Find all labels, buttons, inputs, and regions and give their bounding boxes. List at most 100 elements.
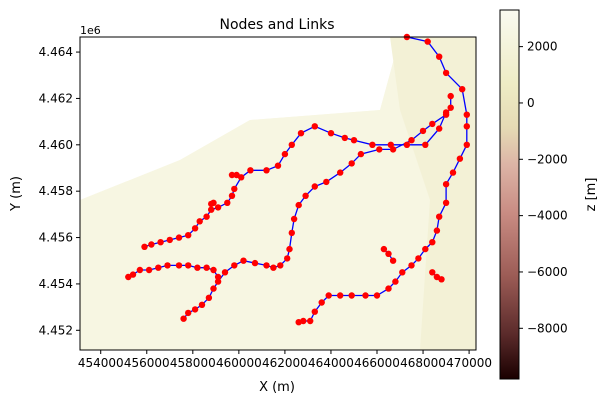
- node-point-0-8: [456, 155, 464, 162]
- node-point-0-12: [436, 213, 443, 220]
- y-tick-label: 4.452: [39, 323, 73, 337]
- y-tick-label: 4.454: [39, 277, 73, 291]
- node-point-1-3: [403, 141, 411, 148]
- node-point-1-2: [422, 141, 429, 148]
- node-point-1-17: [231, 185, 238, 193]
- node-point-1-6: [350, 137, 358, 144]
- node-point-2-15: [290, 215, 298, 223]
- y-tick-label: 4.458: [39, 184, 73, 198]
- node-point-0-2: [436, 53, 443, 60]
- node-point-1-20: [214, 204, 222, 211]
- node-point-2-27: [210, 285, 217, 292]
- node-point-4-10: [129, 271, 137, 278]
- node-point-0-1: [424, 38, 431, 45]
- x-tick-label: 454000: [78, 356, 124, 370]
- node-point-1-22: [203, 213, 210, 220]
- node-point-0-27: [311, 308, 318, 315]
- node-point-6-0: [429, 269, 436, 276]
- y-axis: 4.452 4.454 4.456 4.458 4.460 4.462 4.464: [39, 45, 80, 337]
- x-tick-label: 462000: [262, 356, 308, 370]
- node-point-2-8: [357, 150, 365, 158]
- node-point-1-11: [288, 141, 295, 148]
- y-tick-label: 4.462: [39, 91, 73, 105]
- node-point-0-23: [348, 292, 355, 299]
- node-point-0-17: [408, 262, 415, 269]
- node-point-1-19: [224, 199, 231, 206]
- node-point-6-2: [438, 276, 445, 283]
- node-point-0-24: [337, 292, 344, 299]
- node-point-0-6: [463, 123, 470, 130]
- nodes-layer: [125, 33, 470, 326]
- node-point-1-21: [208, 206, 215, 213]
- colorbar: 2000 0 −2000 −4000 −6000 −8000 z [m]: [499, 9, 599, 380]
- node-point-2-18: [284, 255, 291, 262]
- colorbar-tick-label: −6000: [527, 265, 568, 279]
- node-point-0-28: [307, 317, 314, 325]
- node-point-0-21: [373, 292, 381, 299]
- node-point-2-3: [429, 120, 436, 128]
- node-point-2-28: [205, 294, 213, 301]
- node-point-1-29: [148, 241, 155, 248]
- x-tick-label: 456000: [124, 356, 170, 370]
- node-point-1-30: [141, 243, 148, 250]
- node-point-2-10: [337, 169, 344, 176]
- node-point-1-23: [196, 218, 203, 225]
- node-point-0-11: [442, 199, 450, 206]
- node-point-2-16: [288, 229, 295, 237]
- node-point-0-19: [392, 278, 399, 285]
- x-tick-label: 470000: [446, 356, 492, 370]
- node-point-4-2: [203, 264, 210, 271]
- node-point-2-31: [185, 309, 192, 317]
- node-point-1-15: [247, 167, 254, 174]
- node-point-4-8: [145, 266, 153, 274]
- node-point-1-12: [281, 150, 289, 158]
- colorbar-label: z [m]: [584, 178, 599, 212]
- colorbar-ticks: 2000 0 −2000 −4000 −6000 −8000: [519, 40, 568, 335]
- node-point-3-1: [228, 171, 236, 179]
- node-point-1-5: [369, 141, 376, 148]
- node-point-2-20: [270, 264, 277, 271]
- node-point-0-22: [362, 292, 369, 299]
- node-point-2-2: [442, 111, 450, 118]
- y-axis-label: Y (m): [9, 176, 24, 212]
- node-point-1-1: [436, 125, 443, 132]
- plot-frame: [79, 36, 477, 351]
- node-point-1-24: [191, 225, 199, 232]
- node-point-1-26: [175, 234, 183, 241]
- node-point-2-22: [251, 259, 259, 267]
- node-point-5-0: [380, 245, 388, 253]
- node-point-2-30: [191, 306, 199, 313]
- node-point-0-16: [415, 255, 422, 262]
- node-point-0-13: [433, 227, 441, 234]
- node-point-4-9: [136, 266, 144, 274]
- node-point-2-1: [447, 104, 454, 111]
- node-point-2-25: [221, 269, 229, 276]
- node-point-1-13: [274, 162, 282, 169]
- node-point-4-11: [125, 273, 132, 281]
- y-axis-offset: 1e6: [80, 24, 101, 37]
- node-point-4-4: [185, 262, 192, 269]
- x-axis-label: X (m): [259, 380, 295, 395]
- node-point-5-1: [385, 250, 392, 257]
- node-point-4-3: [194, 264, 201, 271]
- x-tick-label: 460000: [216, 356, 262, 370]
- colorbar-tick-label: 0: [527, 96, 535, 110]
- node-point-0-4: [459, 86, 466, 93]
- terrain-raster: [80, 37, 476, 350]
- node-point-2-5: [408, 137, 415, 144]
- x-axis: 454000 456000 458000 460000 462000 464000 4660…: [78, 350, 492, 370]
- node-point-0-9: [449, 169, 457, 176]
- colorbar-tick-label: −4000: [527, 209, 568, 223]
- node-point-2-0: [447, 92, 454, 100]
- y-tick-label: 4.460: [39, 138, 73, 152]
- node-point-0-26: [318, 299, 325, 306]
- node-point-2-7: [376, 146, 383, 153]
- node-point-0-3: [442, 69, 450, 77]
- colorbar-tick-label: −8000: [527, 321, 568, 335]
- x-tick-label: 468000: [400, 356, 446, 370]
- node-point-0-20: [385, 285, 392, 292]
- node-point-1-28: [157, 239, 164, 246]
- node-point-1-14: [263, 167, 270, 174]
- node-point-2-9: [348, 160, 355, 167]
- colorbar-tick-label: 2000: [527, 40, 558, 54]
